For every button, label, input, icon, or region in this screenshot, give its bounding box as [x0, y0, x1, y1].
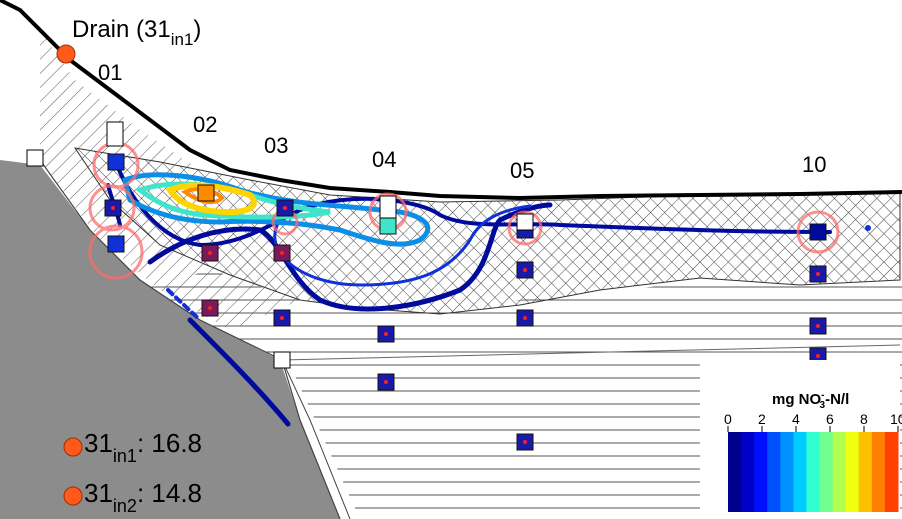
sample-dot	[111, 206, 115, 210]
drain-marker	[56, 44, 76, 64]
profile-label-04: 04	[372, 147, 396, 172]
sample-dot	[523, 268, 527, 272]
reading-marker	[63, 437, 83, 457]
legend-title: mg NO-3-N/l	[772, 390, 849, 411]
crosshatch-zone	[73, 147, 901, 315]
reading-2: 31in2: 14.8	[63, 478, 202, 516]
svg-text:31in1: 16.8: 31in1: 16.8	[84, 428, 202, 466]
ground-body	[0, 160, 340, 519]
profile-label-05: 05	[510, 158, 534, 183]
sample-dot	[208, 251, 212, 255]
sample-dot	[816, 272, 820, 276]
sample-tube	[379, 195, 397, 219]
sample-point	[809, 223, 827, 241]
sample-dot	[283, 206, 287, 210]
legend-tick-label: 10	[890, 411, 902, 427]
sample-point	[379, 217, 397, 235]
legend-tick-label: 6	[826, 411, 834, 427]
sample-dot	[523, 316, 527, 320]
legend-swatch	[832, 432, 847, 512]
sample-point	[197, 184, 215, 202]
legend-swatch	[884, 432, 899, 512]
profile-label-03: 03	[264, 133, 288, 158]
sample-dot	[208, 306, 212, 310]
legend-swatch	[754, 432, 768, 512]
sample-dot	[816, 324, 820, 328]
legend-tick-label: 8	[860, 411, 868, 427]
legend-tick-label: 0	[724, 411, 732, 427]
profile-label-02: 02	[193, 112, 217, 137]
legend-tick-labels: 0 2 4 6 8 10	[724, 411, 902, 432]
sample-tube	[516, 213, 534, 231]
legend-swatch	[767, 432, 781, 512]
reading-marker	[63, 486, 83, 506]
boundary-line-inner	[281, 359, 351, 519]
sample-points	[104, 153, 827, 451]
sample-dot	[280, 316, 284, 320]
boundary-line	[39, 159, 341, 519]
sample-dot	[816, 354, 820, 358]
legend-swatch	[793, 432, 807, 512]
legend-swatch	[819, 432, 834, 512]
colorbar-legend: mg NO-3-N/l 0 2 4 6 8 10	[700, 360, 902, 518]
legend-swatch	[806, 432, 821, 512]
sample-dot	[384, 332, 388, 336]
legend-swatch	[741, 432, 755, 512]
reading-1: 31in1: 16.8	[63, 428, 202, 466]
legend-swatch	[871, 432, 886, 512]
drain-label: Drain (31in1)	[72, 16, 201, 49]
legend-swatch	[858, 432, 873, 512]
sample-dot	[523, 440, 527, 444]
sample-dot	[280, 251, 284, 255]
legend-tick-label: 4	[792, 411, 800, 427]
profile-label-01: 01	[98, 60, 122, 85]
sample-dot	[384, 380, 388, 384]
sample-point	[107, 153, 125, 171]
profile-label-10: 10	[802, 152, 826, 177]
svg-text:31in2: 14.8: 31in2: 14.8	[84, 478, 202, 516]
sample-tube	[106, 121, 124, 147]
diagonal-hatch-zone	[40, 30, 300, 330]
sample-point	[107, 235, 125, 253]
legend-swatch	[845, 432, 860, 512]
legend-tick-label: 2	[758, 411, 766, 427]
legend-swatch	[728, 432, 742, 512]
legend-swatches	[728, 432, 899, 512]
boundary-ground-line	[281, 344, 901, 361]
legend-swatch	[780, 432, 794, 512]
reference-box	[26, 149, 44, 167]
reference-box	[273, 351, 291, 369]
